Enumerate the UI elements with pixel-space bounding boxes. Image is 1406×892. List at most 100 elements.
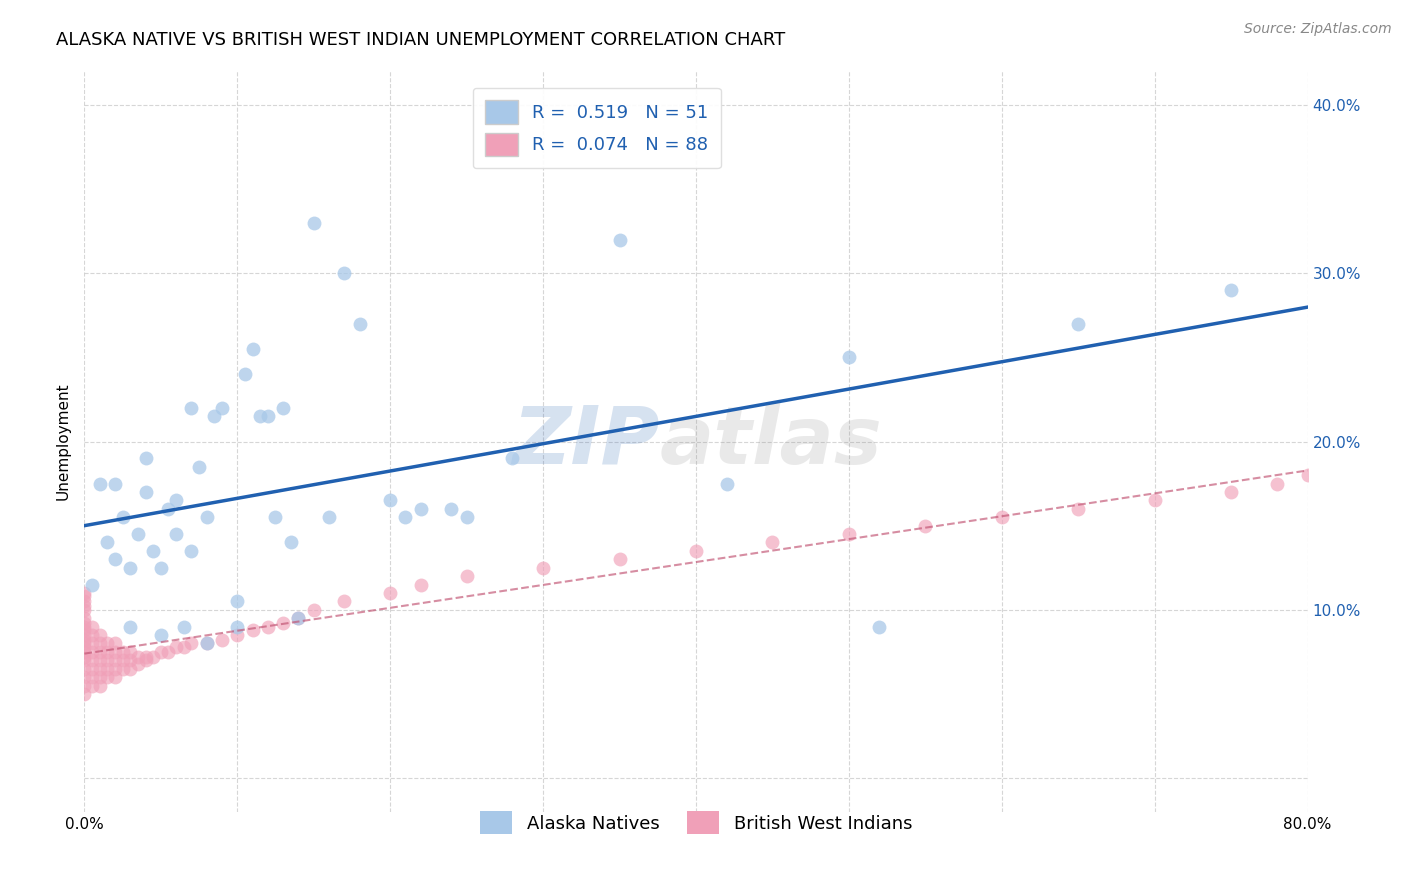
- Point: [142, 544, 165, 558]
- Point: [96, 670, 118, 684]
- Point: [409, 577, 432, 591]
- Point: [73, 687, 96, 701]
- Point: [173, 619, 195, 633]
- Point: [165, 640, 187, 654]
- Point: [333, 266, 356, 280]
- Point: [1296, 468, 1319, 483]
- Point: [302, 603, 325, 617]
- Point: [127, 657, 149, 671]
- Point: [89, 679, 111, 693]
- Point: [211, 401, 233, 415]
- Point: [380, 586, 402, 600]
- Point: [135, 485, 157, 500]
- Point: [1067, 501, 1090, 516]
- Point: [111, 653, 134, 667]
- Point: [111, 662, 134, 676]
- Point: [142, 649, 165, 664]
- Point: [80, 628, 103, 642]
- Point: [302, 216, 325, 230]
- Point: [73, 590, 96, 604]
- Point: [838, 351, 860, 365]
- Point: [127, 527, 149, 541]
- Point: [257, 409, 280, 424]
- Point: [456, 569, 478, 583]
- Point: [89, 628, 111, 642]
- Point: [149, 645, 172, 659]
- Point: [157, 501, 180, 516]
- Point: [1067, 317, 1090, 331]
- Point: [188, 459, 211, 474]
- Point: [211, 633, 233, 648]
- Point: [73, 616, 96, 631]
- Point: [135, 649, 157, 664]
- Point: [440, 501, 463, 516]
- Point: [80, 670, 103, 684]
- Point: [89, 476, 111, 491]
- Point: [73, 611, 96, 625]
- Point: [120, 619, 142, 633]
- Point: [73, 640, 96, 654]
- Point: [73, 645, 96, 659]
- Legend: Alaska Natives, British West Indians: Alaska Natives, British West Indians: [467, 798, 925, 847]
- Text: ALASKA NATIVE VS BRITISH WEST INDIAN UNEMPLOYMENT CORRELATION CHART: ALASKA NATIVE VS BRITISH WEST INDIAN UNE…: [56, 31, 786, 49]
- Point: [73, 636, 96, 650]
- Point: [120, 662, 142, 676]
- Point: [80, 679, 103, 693]
- Point: [96, 645, 118, 659]
- Point: [233, 368, 256, 382]
- Point: [120, 653, 142, 667]
- Point: [111, 510, 134, 524]
- Text: Source: ZipAtlas.com: Source: ZipAtlas.com: [1244, 22, 1392, 37]
- Point: [531, 560, 554, 574]
- Point: [226, 619, 249, 633]
- Point: [135, 451, 157, 466]
- Point: [104, 476, 127, 491]
- Point: [73, 633, 96, 648]
- Point: [869, 619, 891, 633]
- Point: [380, 493, 402, 508]
- Point: [271, 616, 294, 631]
- Point: [165, 527, 187, 541]
- Point: [135, 653, 157, 667]
- Point: [120, 645, 142, 659]
- Point: [157, 645, 180, 659]
- Point: [609, 233, 631, 247]
- Point: [195, 510, 218, 524]
- Point: [73, 649, 96, 664]
- Point: [349, 317, 371, 331]
- Point: [1143, 493, 1166, 508]
- Point: [104, 645, 127, 659]
- Point: [96, 662, 118, 676]
- Y-axis label: Unemployment: Unemployment: [55, 383, 70, 500]
- Point: [180, 544, 202, 558]
- Point: [73, 670, 96, 684]
- Point: [73, 619, 96, 633]
- Point: [120, 560, 142, 574]
- Point: [80, 636, 103, 650]
- Point: [249, 409, 271, 424]
- Point: [180, 401, 202, 415]
- Point: [914, 518, 936, 533]
- Point: [96, 653, 118, 667]
- Point: [318, 510, 340, 524]
- Point: [195, 636, 218, 650]
- Point: [73, 653, 96, 667]
- Point: [80, 645, 103, 659]
- Text: ZIP: ZIP: [512, 402, 659, 481]
- Point: [73, 599, 96, 614]
- Point: [80, 619, 103, 633]
- Point: [89, 645, 111, 659]
- Point: [456, 510, 478, 524]
- Point: [89, 670, 111, 684]
- Point: [242, 342, 264, 356]
- Point: [73, 623, 96, 637]
- Point: [96, 636, 118, 650]
- Point: [716, 476, 738, 491]
- Point: [180, 636, 202, 650]
- Point: [271, 401, 294, 415]
- Point: [226, 594, 249, 608]
- Point: [502, 451, 524, 466]
- Point: [173, 640, 195, 654]
- Point: [73, 628, 96, 642]
- Point: [287, 611, 309, 625]
